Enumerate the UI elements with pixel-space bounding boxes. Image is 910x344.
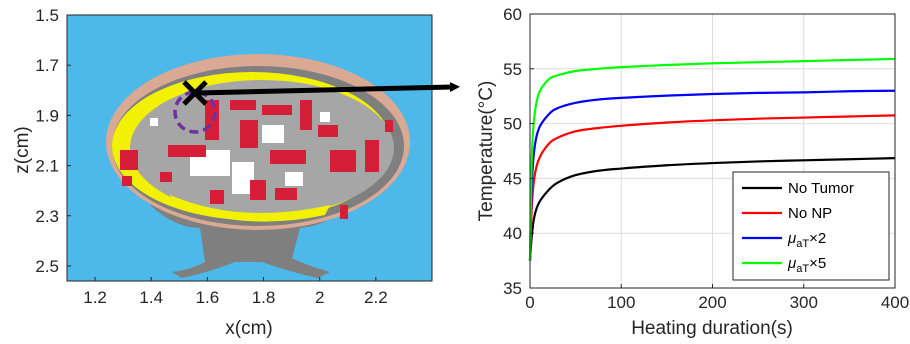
tissue-image — [106, 54, 410, 278]
series-line-3 — [528, 57, 896, 261]
plot-x-ticks: 0 100 200 300 400 — [525, 284, 909, 312]
series-line-1 — [528, 114, 896, 261]
fat-band-bottom — [170, 195, 330, 222]
map-y-tick-label: 2.3 — [35, 207, 59, 226]
map-y-ticks: 1.5 1.7 1.9 2.1 2.3 2.5 — [35, 6, 71, 276]
plot-y-label: Temperature(°C) — [476, 81, 497, 222]
map-x-tick-label: 1.2 — [83, 288, 107, 307]
plot-x-tick-label: 100 — [607, 293, 635, 312]
legend-label-0: No Tumor — [788, 180, 854, 197]
plot-legend: No Tumor No NP μaT×2 μaT×5 — [732, 171, 890, 281]
map-x-tick-label: 2 — [315, 288, 324, 307]
map-y-tick-label: 2.5 — [35, 257, 59, 276]
plot-y-tick-label: 50 — [503, 115, 522, 134]
plot-y-tick-label: 55 — [503, 60, 522, 79]
plot-y-ticks: 35 40 45 50 55 60 — [503, 5, 534, 298]
marker-x-icon — [182, 80, 208, 106]
map-x-ticks: 1.2 1.4 1.6 1.8 2 2.2 — [83, 277, 388, 307]
series-line-0 — [528, 157, 896, 261]
map-y-tick-label: 1.7 — [35, 56, 59, 75]
map-axes-frame — [66, 14, 433, 282]
plot-x-tick-label: 200 — [698, 293, 726, 312]
plot-y-tick-label: 60 — [503, 5, 522, 24]
air-patches — [150, 112, 330, 194]
map-y-tick-label: 1.9 — [35, 106, 59, 125]
map-y-tick-label: 2.1 — [35, 157, 59, 176]
map-x-tick-label: 1.4 — [139, 288, 163, 307]
legend-label-3: μaT×5 — [787, 255, 826, 275]
tissue-map-panel: 1.2 1.4 1.6 1.8 2 2.2 1.5 1.7 1.9 2.1 2.3 2.5 x(cm… — [12, 6, 433, 339]
map-x-label: x(cm) — [225, 318, 272, 339]
map-y-tick-label: 1.5 — [35, 6, 59, 25]
map-x-tick-label: 1.8 — [252, 288, 276, 307]
plot-series — [528, 57, 896, 261]
plot-x-tick-label: 400 — [881, 293, 909, 312]
plot-y-tick-label: 45 — [503, 169, 522, 188]
tumor-ring — [173, 90, 217, 134]
temperature-plot-panel: 0 100 200 300 400 35 40 45 50 55 60 Heating durat… — [476, 5, 909, 339]
link-arrow — [197, 82, 460, 96]
vessel-patches — [120, 100, 393, 219]
legend-label-1: No NP — [788, 205, 832, 222]
plot-x-tick-label: 0 — [525, 293, 534, 312]
map-x-tick-label: 2.2 — [364, 288, 388, 307]
series-line-2 — [528, 89, 896, 261]
legend-label-2: μaT×2 — [787, 230, 826, 250]
plot-x-label: Heating duration(s) — [631, 318, 793, 339]
map-x-tick-label: 1.6 — [196, 288, 220, 307]
plot-y-tick-label: 35 — [503, 279, 522, 298]
plot-y-tick-label: 40 — [503, 224, 522, 243]
map-y-label: z(cm) — [12, 126, 33, 173]
plot-x-tick-label: 300 — [790, 293, 818, 312]
